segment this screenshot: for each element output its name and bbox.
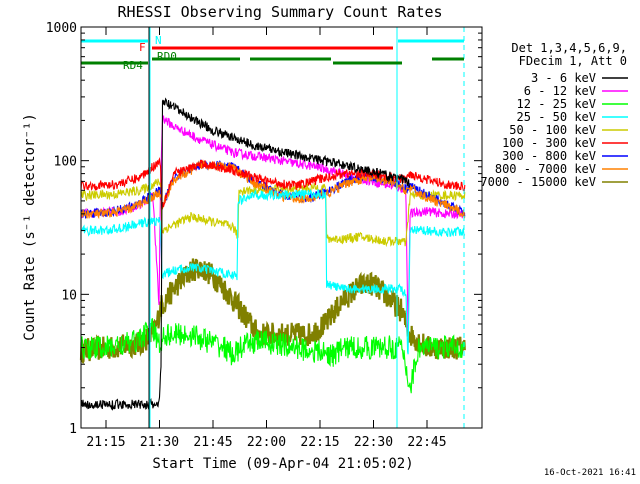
series-layer <box>79 97 466 411</box>
legend-header-line-1: Det 1,3,4,5,6,9, <box>511 41 627 55</box>
annotation-rd4-label: RD4 <box>123 59 143 72</box>
y-tick-label: 10 <box>61 288 77 303</box>
legend: Det 1,3,4,5,6,9, FDecim 1, Att 0 3 - 6 k… <box>480 41 628 189</box>
legend-label: 800 - 7000 keV <box>495 162 596 176</box>
series-25-50-keV-line <box>80 188 466 355</box>
x-tick-label: 22:45 <box>407 435 446 450</box>
y-tick-label: 1000 <box>46 21 77 36</box>
footer-date: 16-Oct-2021 16:41 <box>544 468 636 478</box>
legend-label: 50 - 100 keV <box>509 123 596 137</box>
annotation-flare-label: F <box>139 41 146 54</box>
y-axis-label: Count Rate (s⁻¹ detector⁻¹) <box>22 113 38 341</box>
legend-label: 12 - 25 keV <box>517 97 596 111</box>
series-50-100-keV-line <box>80 178 466 248</box>
legend-label: 25 - 50 keV <box>517 110 596 124</box>
legend-label: 100 - 300 keV <box>502 136 596 150</box>
series-3-6-keV-line <box>80 97 411 411</box>
series-100-300-keV-line <box>80 157 466 210</box>
x-tick-label: 21:30 <box>140 435 179 450</box>
x-tick-label: 22:15 <box>300 435 339 450</box>
marker-layer: NF RD0 RD4 <box>81 27 465 428</box>
annotation-night-label: N <box>155 34 162 47</box>
legend-label: 6 - 12 keV <box>524 84 596 98</box>
y-tick-label: 1 <box>69 422 77 437</box>
annotation-rd0-label: RD0 <box>157 50 177 63</box>
series-12-25-keV-line <box>80 317 466 394</box>
x-tick-label: 22:00 <box>247 435 286 450</box>
legend-label: 3 - 6 keV <box>531 71 596 85</box>
x-tick-label: 22:30 <box>354 435 393 450</box>
plot-frame <box>80 26 483 429</box>
y-tick-label: 100 <box>54 155 77 170</box>
x-axis-label: Start Time (09-Apr-04 21:05:02) <box>152 456 413 472</box>
x-tick-label: 21:45 <box>193 435 232 450</box>
legend-header-line-2: FDecim 1, Att 0 <box>519 54 627 68</box>
tick-layer: 21:15 21:30 21:45 22:00 22:15 22:30 22:45 1 10 10… <box>46 21 482 450</box>
legend-label: 7000 - 15000 keV <box>480 175 596 189</box>
chart-title: RHESSI Observing Summary Count Rates <box>117 3 442 21</box>
x-tick-label: 21:15 <box>86 435 125 450</box>
legend-label: 300 - 800 keV <box>502 149 596 163</box>
series-800-7000-keV-line <box>80 159 466 220</box>
